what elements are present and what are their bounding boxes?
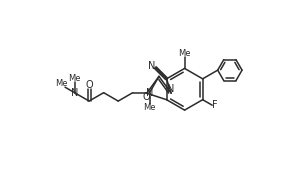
Text: N: N xyxy=(167,85,174,95)
Text: Me: Me xyxy=(178,49,191,58)
Text: O: O xyxy=(85,80,93,90)
Text: N: N xyxy=(71,88,78,98)
Text: Me: Me xyxy=(68,74,81,83)
Text: N: N xyxy=(146,88,154,98)
Text: N: N xyxy=(148,61,155,71)
Text: O: O xyxy=(143,92,150,102)
Text: Me: Me xyxy=(55,79,68,88)
Text: Me: Me xyxy=(143,103,156,112)
Text: F: F xyxy=(212,100,218,110)
